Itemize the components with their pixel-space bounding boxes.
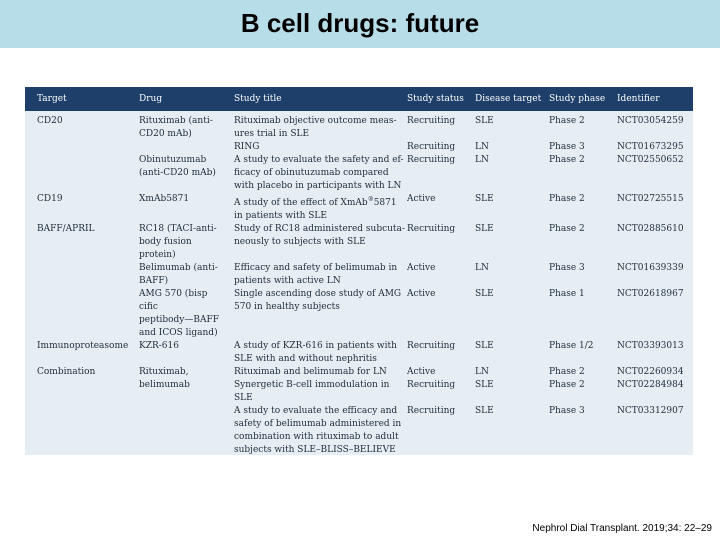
cell-study-title: Rituximab objective outcome meas- ures t… [234, 116, 404, 191]
cell-study-phase: Phase 2 Phase 2 Phase 3 [549, 367, 585, 416]
cell-disease-target: SLE LN SLE [475, 224, 494, 299]
cell-drug: Rituximab, belimumab [139, 367, 190, 390]
trials-table-panel: Target Drug Study title Study status Dis… [25, 87, 693, 455]
slide-title: B cell drugs: future [240, 8, 480, 38]
cell-study-status: Recruiting [407, 341, 456, 351]
header-study-status: Study status [407, 94, 464, 104]
cell-study-status: Recruiting Active Active [407, 224, 456, 299]
cell-drug: KZR-616 [139, 341, 179, 351]
cell-identifier: NCT02260934 NCT02284984 NCT03312907 [617, 367, 684, 416]
cell-study-phase: Phase 2 Phase 3 Phase 1 [549, 224, 585, 299]
cell-study-phase: Phase 2 [549, 194, 585, 204]
cell-drug: XmAb5871 [139, 194, 190, 204]
cell-identifier: NCT02885610 NCT01639339 NCT02618967 [617, 224, 684, 299]
cell-drug: Rituximab (anti- CD20 mAb) Obinutuzumab … [139, 116, 216, 178]
citation: Nephrol Dial Transplant. 2019;34: 22–29 [532, 523, 712, 534]
cell-target: BAFF/APRIL [37, 224, 95, 234]
header-drug: Drug [139, 94, 163, 104]
cell-identifier: NCT03054259 NCT01673295 NCT02550652 [617, 116, 684, 165]
header-study-title: Study title [234, 94, 282, 104]
cell-study-title: A study of KZR-616 in patients with SLE … [234, 341, 397, 364]
cell-target: Combination [37, 367, 96, 377]
cell-study-title: A study of the effect of XmAb®5871 in pa… [234, 196, 397, 221]
cell-study-status: Active [407, 194, 436, 204]
cell-target: CD20 [37, 116, 63, 126]
cell-identifier: NCT02725515 [617, 194, 684, 204]
cell-study-title: Study of RC18 administered subcuta- neou… [234, 224, 405, 312]
table-row: CD20 Rituximab (anti- CD20 mAb) Obinutuz… [25, 111, 693, 193]
cell-target: Immunoproteasome [37, 341, 129, 351]
cell-disease-target: SLE LN LN [475, 116, 494, 165]
table-header-row: Target Drug Study title Study status Dis… [25, 87, 693, 111]
title-bar [0, 0, 720, 48]
table-row: BAFF/APRIL RC18 (TACI-anti- body fusion … [25, 223, 693, 340]
cell-study-title: Rituximab and belimumab for LN Synergeti… [234, 367, 402, 455]
header-study-phase: Study phase [549, 94, 606, 104]
header-disease-target: Disease target [475, 94, 542, 104]
cell-identifier: NCT03393013 [617, 341, 684, 351]
cell-study-status: Recruiting Recruiting Recruiting [407, 116, 456, 165]
cell-disease-target: LN SLE SLE [475, 367, 494, 416]
cell-study-phase: Phase 1/2 [549, 341, 594, 351]
cell-disease-target: SLE [475, 194, 494, 204]
trials-table: Target Drug Study title Study status Dis… [25, 87, 693, 455]
cell-disease-target: SLE [475, 341, 494, 351]
table-row: CD19 XmAb5871 A study of the effect of X… [25, 193, 693, 223]
header-identifier: Identifier [617, 94, 660, 104]
cell-study-status: Active Recruiting Recruiting [407, 367, 456, 416]
cell-target: CD19 [37, 194, 63, 204]
table-row: Immunoproteasome KZR-616 A study of KZR-… [25, 340, 693, 366]
cell-study-phase: Phase 2 Phase 3 Phase 2 [549, 116, 585, 165]
header-target: Target [37, 94, 67, 104]
table-row: Combination Rituximab, belimumab Rituxim… [25, 366, 693, 455]
cell-drug: RC18 (TACI-anti- body fusion protein) Be… [139, 224, 219, 338]
